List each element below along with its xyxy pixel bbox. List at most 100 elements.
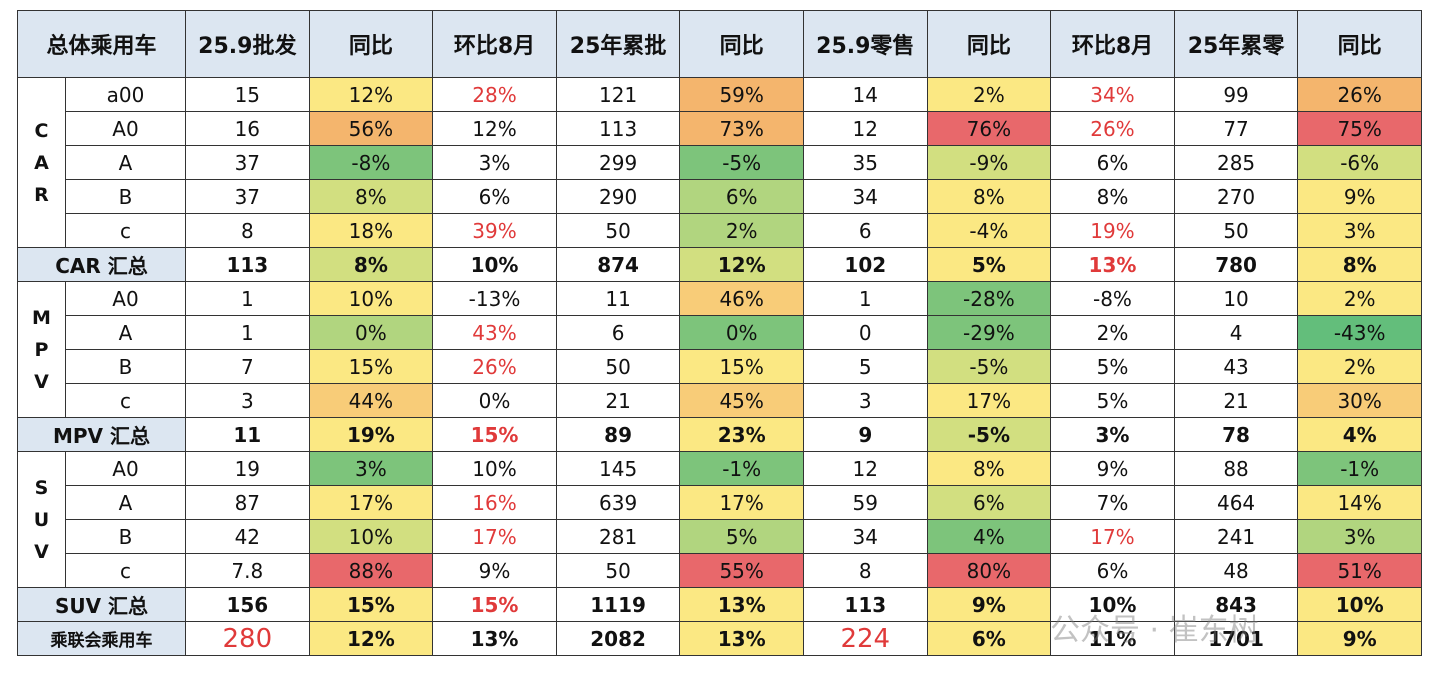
header-cell: 总体乘用车: [16, 10, 187, 78]
data-cell: 3%: [432, 145, 557, 180]
data-cell: 8%: [926, 451, 1052, 486]
summary-cell: 9: [802, 417, 928, 452]
data-cell: -4%: [926, 213, 1052, 248]
total-cell: 11%: [1050, 621, 1175, 656]
data-cell: 28%: [432, 77, 557, 112]
data-cell: 2%: [1050, 315, 1175, 350]
data-cell: 145: [555, 451, 681, 486]
data-cell: 281: [555, 519, 681, 554]
row-label: B: [64, 349, 187, 384]
data-cell: 10%: [308, 281, 434, 316]
data-row: SUV A0 19 3% 10% 145 -1% 12 8% 9% 88 -1%: [17, 451, 1422, 588]
data-cell: 3: [185, 383, 310, 418]
data-cell: 464: [1173, 485, 1299, 520]
summary-cell: 10%: [1297, 587, 1422, 622]
header-cell: 环比8月: [1050, 10, 1175, 78]
summary-cell: 156: [185, 587, 310, 622]
data-cell: -1%: [1297, 451, 1422, 486]
summary-cell: 8%: [1297, 247, 1422, 282]
data-row: A 1 0% 43% 6 0% 0 -29% 2% 4 -43%: [18, 315, 1422, 350]
data-cell: 19: [185, 451, 310, 486]
data-cell: -9%: [926, 145, 1052, 180]
data-cell: 10%: [308, 519, 434, 554]
summary-cell: 3%: [1050, 417, 1175, 452]
row-label: A0: [64, 451, 187, 486]
total-cell: 13%: [432, 621, 557, 656]
data-row: A0 16 56% 12% 113 73% 12 76% 26% 77 75%: [18, 111, 1422, 146]
data-row: c 8 18% 39% 50 2% 6 -4% 19% 50 3%: [18, 213, 1422, 248]
data-cell: 8: [185, 213, 310, 248]
summary-cell: 1119: [555, 587, 681, 622]
summary-row: MPV 汇总 11 19% 15% 89 23% 9 -5% 3% 78 4%: [16, 417, 1422, 452]
data-cell: 43: [1173, 349, 1299, 384]
row-label: c: [64, 553, 187, 588]
data-cell: 6: [555, 315, 681, 350]
data-cell: 43%: [432, 315, 557, 350]
group-label: MPV: [17, 281, 66, 418]
data-row: B 37 8% 6% 290 6% 34 8% 8% 270 9%: [18, 179, 1422, 214]
data-cell: 26%: [1050, 111, 1175, 146]
data-cell: 5%: [1050, 349, 1175, 384]
header-cell: 25.9批发: [185, 10, 310, 78]
data-cell: 34: [802, 179, 928, 214]
data-cell: 113: [555, 111, 681, 146]
data-cell: 285: [1173, 145, 1299, 180]
data-cell: 10%: [432, 451, 557, 486]
data-cell: -28%: [926, 281, 1052, 316]
summary-label: CAR 汇总: [16, 247, 187, 282]
sales-table: 总体乘用车 25.9批发 同比 环比8月 25年累批 同比 25.9零售 同比 环比8月 25年累…: [16, 10, 1422, 656]
row-label: A: [64, 145, 187, 180]
header-cell: 25年累批: [555, 10, 681, 78]
header-cell: 同比: [1297, 10, 1422, 78]
data-cell: 3%: [308, 451, 434, 486]
data-cell: 14: [802, 77, 928, 112]
data-cell: 80%: [926, 553, 1052, 588]
row-label: B: [64, 519, 187, 554]
data-cell: 37: [185, 145, 310, 180]
data-cell: 12: [802, 451, 928, 486]
data-cell: 6: [802, 213, 928, 248]
data-cell: 99: [1173, 77, 1299, 112]
data-cell: 46%: [679, 281, 804, 316]
data-cell: -5%: [926, 349, 1052, 384]
data-cell: 6%: [1050, 145, 1175, 180]
summary-label: SUV 汇总: [16, 587, 187, 622]
group-label: SUV: [17, 451, 66, 588]
data-cell: 3%: [1297, 519, 1422, 554]
data-cell: 26%: [1297, 77, 1422, 112]
data-row: c 3 44% 0% 21 45% 3 17% 5% 21 30%: [18, 383, 1422, 418]
data-row: c 7.8 88% 9% 50 55% 8 80% 6% 48 51%: [18, 553, 1422, 588]
data-cell: 39%: [432, 213, 557, 248]
data-cell: 59: [802, 485, 928, 520]
summary-cell: 8%: [308, 247, 434, 282]
row-label: A: [64, 485, 187, 520]
header-cell: 25.9零售: [802, 10, 928, 78]
data-cell: 7.8: [185, 553, 310, 588]
row-label: A: [64, 315, 187, 350]
data-cell: 7: [185, 349, 310, 384]
data-cell: 9%: [432, 553, 557, 588]
table-body: 总体乘用车 25.9批发 同比 环比8月 25年累批 同比 25.9零售 同比 环比8月 25年累…: [16, 10, 1422, 656]
data-cell: 50: [555, 213, 681, 248]
data-cell: 0%: [679, 315, 804, 350]
data-cell: 9%: [1050, 451, 1175, 486]
data-cell: 59%: [679, 77, 804, 112]
data-cell: 14%: [1297, 485, 1422, 520]
data-cell: 55%: [679, 553, 804, 588]
data-cell: 4%: [926, 519, 1052, 554]
data-cell: 16: [185, 111, 310, 146]
header-cell: 环比8月: [432, 10, 557, 78]
summary-cell: 874: [555, 247, 681, 282]
data-cell: 270: [1173, 179, 1299, 214]
summary-cell: 13%: [1050, 247, 1175, 282]
data-cell: 0%: [432, 383, 557, 418]
data-cell: 11: [555, 281, 681, 316]
data-cell: 18%: [308, 213, 434, 248]
data-cell: 48: [1173, 553, 1299, 588]
data-cell: 51%: [1297, 553, 1422, 588]
data-cell: 0%: [308, 315, 434, 350]
data-cell: -29%: [926, 315, 1052, 350]
data-row: A 37 -8% 3% 299 -5% 35 -9% 6% 285 -6%: [18, 145, 1422, 180]
data-cell: 1: [802, 281, 928, 316]
header-cell: 同比: [679, 10, 804, 78]
